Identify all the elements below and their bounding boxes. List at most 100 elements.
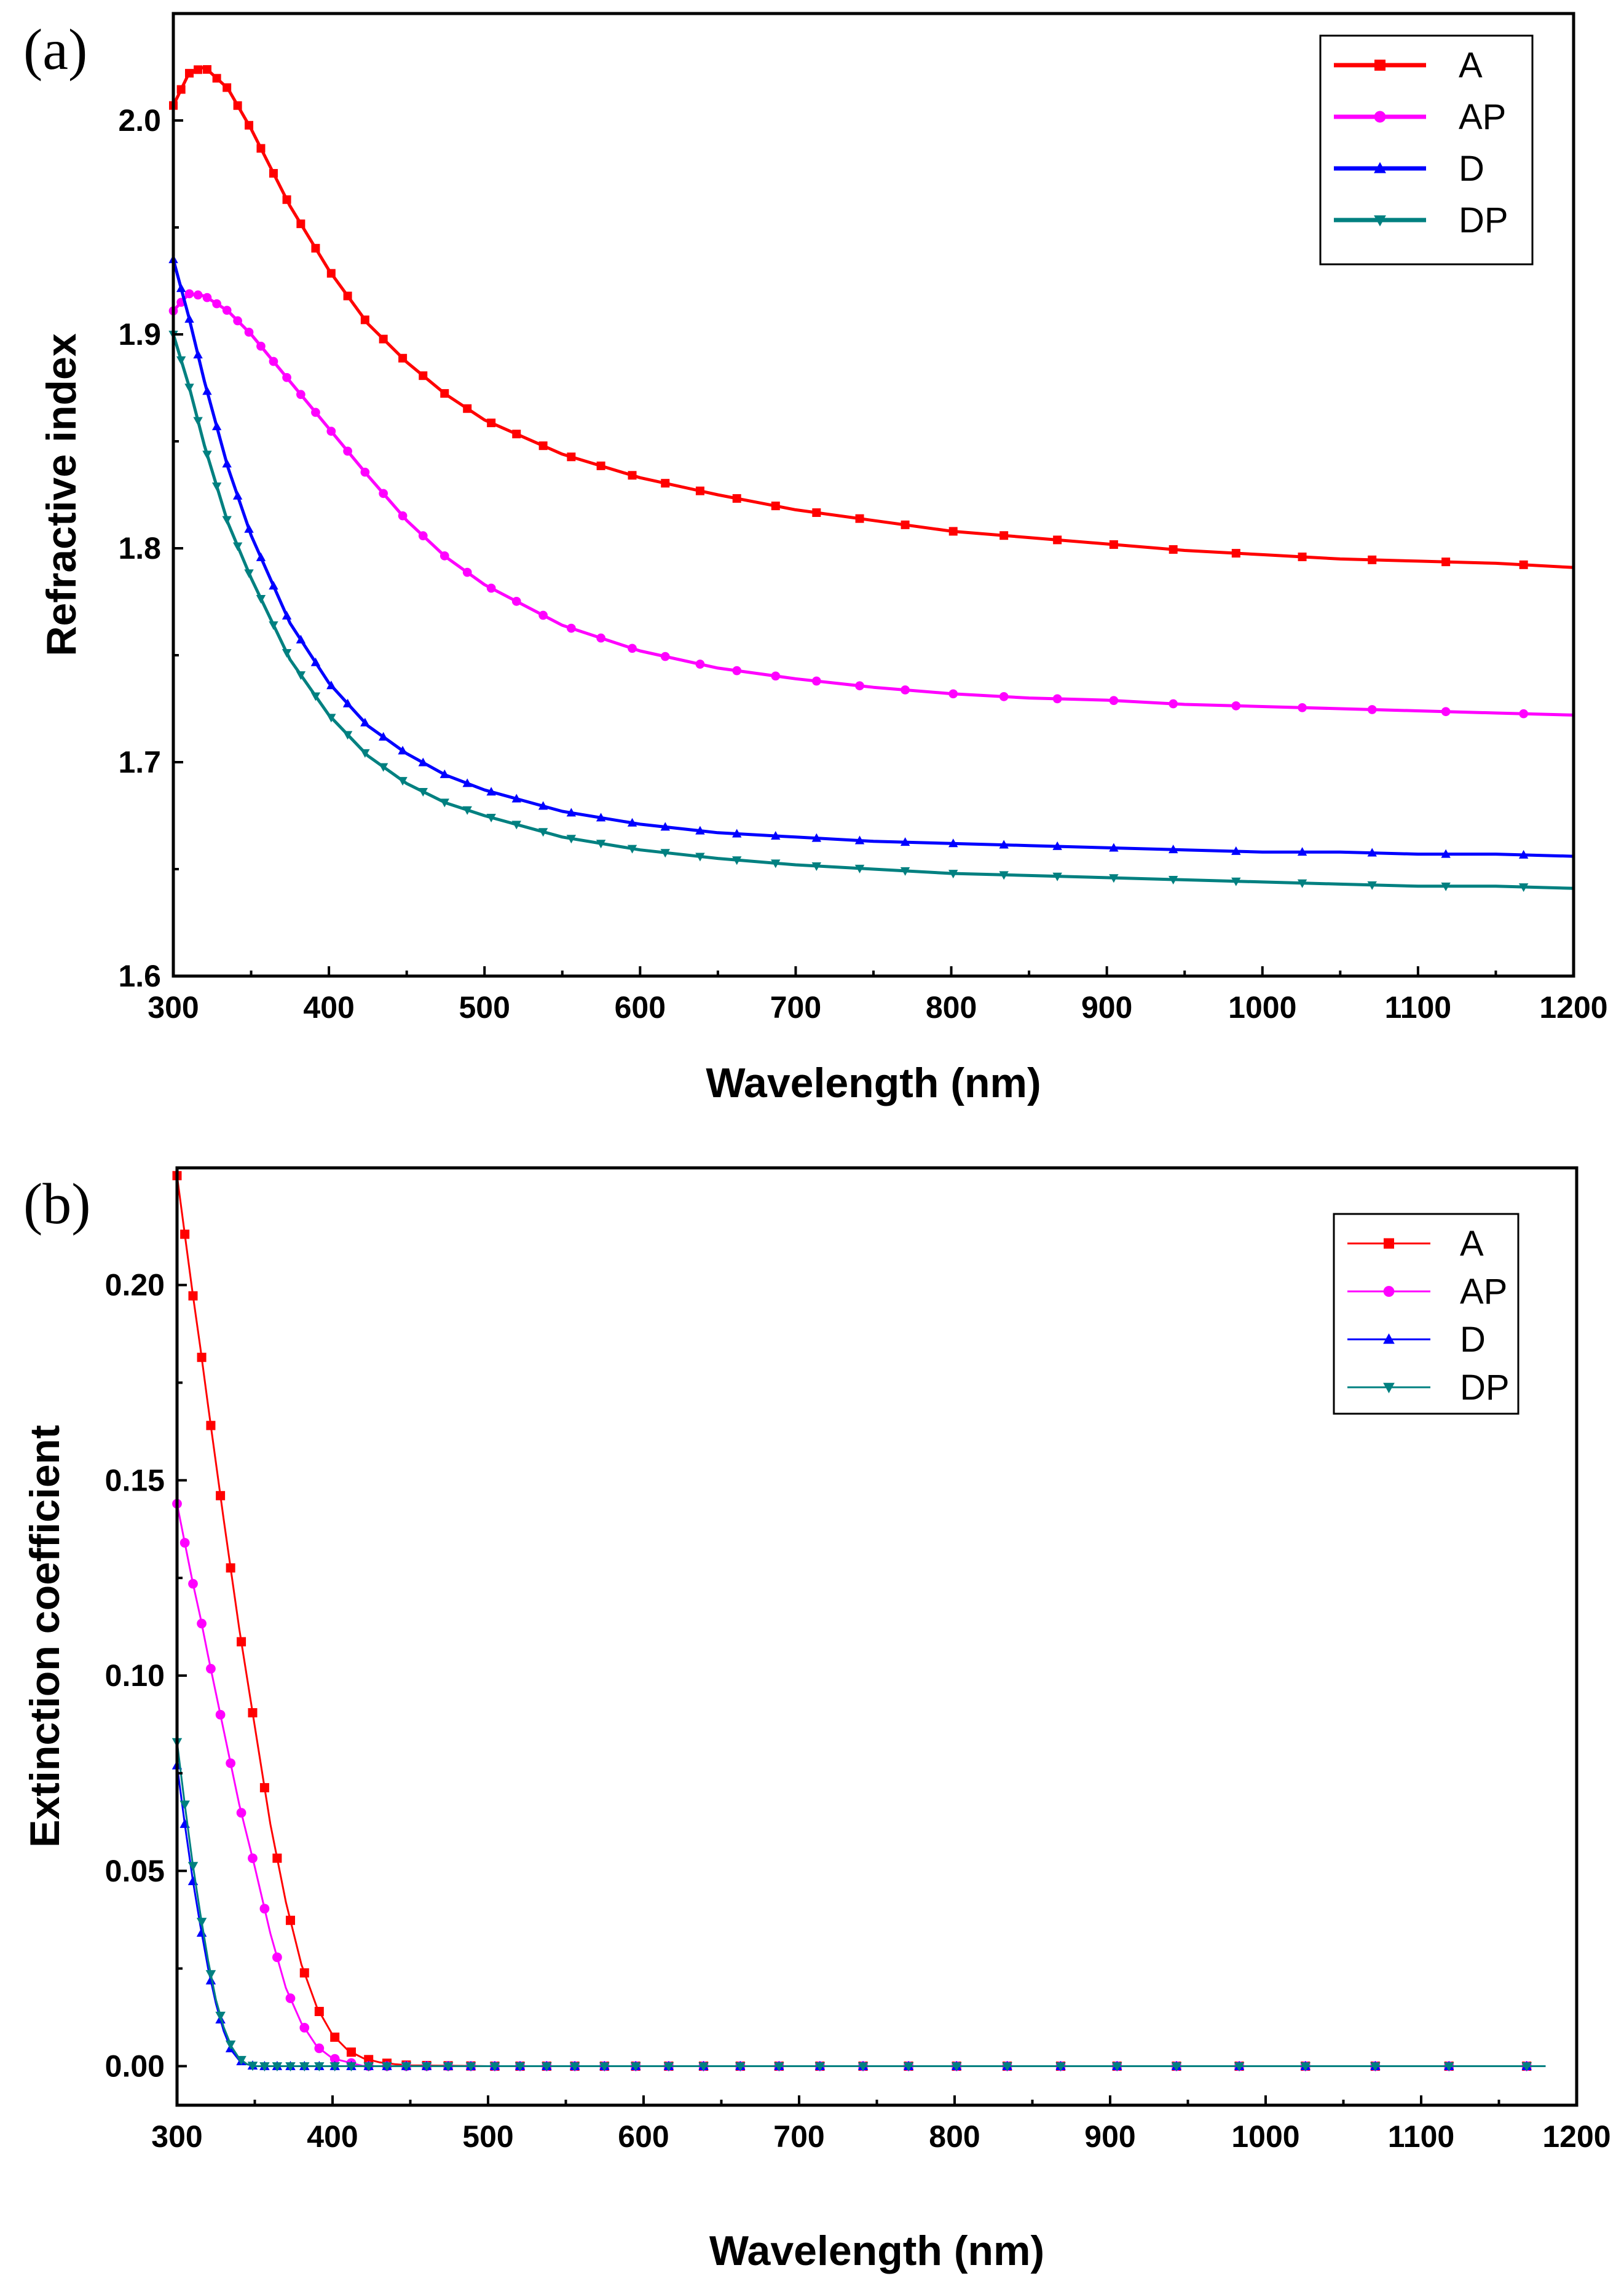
data-point — [1109, 696, 1119, 706]
data-point — [514, 2062, 526, 2072]
data-point — [771, 830, 781, 840]
data-point — [343, 291, 352, 301]
data-point — [269, 621, 278, 630]
data-point — [296, 390, 305, 400]
data-point — [1002, 2062, 1012, 2072]
data-point — [627, 817, 637, 827]
data-point — [256, 144, 266, 153]
data-point — [398, 746, 408, 755]
data-point — [732, 494, 741, 503]
data-point — [311, 243, 320, 253]
data-point — [342, 731, 353, 740]
data-point — [401, 2062, 412, 2072]
x-tick-label: 1200 — [1539, 990, 1607, 1025]
data-point — [628, 471, 637, 480]
y-tick-label: 1.9 — [118, 317, 161, 352]
data-point — [346, 2047, 356, 2057]
y-tick-label: 1.6 — [118, 959, 161, 993]
data-point — [326, 427, 336, 436]
data-point — [1519, 560, 1528, 569]
data-point — [596, 461, 605, 470]
data-point — [566, 835, 577, 844]
data-point — [244, 524, 254, 533]
data-point — [951, 2062, 962, 2072]
data-point — [418, 531, 428, 540]
data-point — [194, 65, 203, 74]
data-point — [465, 2062, 476, 2072]
legend-box — [1319, 34, 1534, 266]
data-point — [1518, 883, 1529, 892]
data-point — [512, 430, 521, 439]
data-point — [1368, 555, 1377, 564]
data-point — [310, 657, 321, 666]
legend-item-ap: AP — [1347, 1272, 1507, 1312]
series-line-d — [171, 259, 1574, 858]
data-point — [566, 808, 577, 817]
series-d — [168, 254, 1574, 859]
y-tick-label: 0.05 — [105, 1854, 165, 1888]
data-point — [855, 681, 864, 691]
legend-item-dp: DP — [1334, 200, 1508, 240]
panel-label-a: (a) — [23, 18, 87, 82]
data-point — [176, 356, 186, 365]
data-point — [1231, 846, 1241, 855]
data-point — [732, 666, 742, 676]
data-point — [236, 1808, 246, 1818]
data-point — [256, 594, 266, 604]
data-point — [489, 2062, 500, 2072]
data-point — [857, 2062, 869, 2072]
data-point — [811, 676, 821, 686]
data-point — [538, 441, 548, 451]
x-tick-label: 300 — [148, 990, 199, 1025]
data-point — [1518, 849, 1529, 859]
panel-label-b: (b) — [23, 1172, 91, 1236]
legend-marker — [1374, 111, 1386, 123]
data-point — [398, 353, 408, 363]
data-point — [184, 313, 194, 323]
data-point — [299, 1968, 309, 1978]
data-point — [272, 2062, 283, 2072]
data-point — [732, 856, 742, 865]
data-point — [187, 1862, 199, 1872]
data-point — [1171, 2062, 1182, 2072]
legend-label: A — [1459, 45, 1483, 85]
x-tick-label: 900 — [1081, 990, 1132, 1025]
data-point — [1441, 882, 1451, 891]
data-point — [486, 583, 496, 593]
legend-label: D — [1460, 1320, 1486, 1360]
data-point — [1231, 701, 1241, 711]
data-point — [184, 289, 194, 299]
data-point — [326, 269, 336, 278]
x-tick-label: 500 — [462, 2119, 513, 2154]
data-point — [1169, 545, 1178, 554]
data-point — [1367, 881, 1377, 890]
y-tick-label: 0.10 — [105, 1658, 165, 1693]
data-point — [296, 219, 305, 229]
data-point — [259, 2062, 270, 2072]
data-point — [226, 1563, 235, 1573]
data-point — [232, 542, 243, 551]
data-point — [948, 870, 958, 879]
legend-label: DP — [1459, 200, 1508, 240]
data-point — [314, 2062, 325, 2072]
data-point — [948, 527, 958, 536]
data-point — [314, 2007, 324, 2017]
data-point — [661, 479, 670, 488]
series-ap — [168, 289, 1574, 719]
data-point — [1521, 2062, 1532, 2072]
x-tick-label: 700 — [773, 2119, 824, 2154]
data-point — [771, 502, 780, 511]
data-point — [660, 652, 670, 661]
data-point — [1169, 699, 1178, 709]
data-point — [206, 1420, 216, 1430]
data-point — [176, 283, 186, 293]
data-point — [299, 2023, 310, 2033]
series-dp — [168, 331, 1574, 892]
legend-marker — [1383, 1286, 1395, 1297]
data-point — [269, 581, 278, 590]
data-point — [346, 2062, 357, 2072]
data-point — [285, 2062, 296, 2072]
data-point — [398, 511, 408, 521]
data-point — [285, 1915, 295, 1925]
